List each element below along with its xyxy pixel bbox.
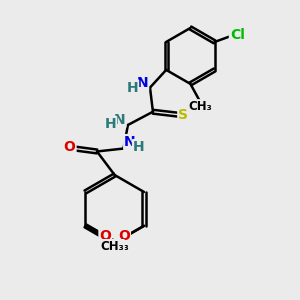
Text: N: N [124, 135, 136, 149]
Text: H: H [104, 117, 116, 131]
Text: S: S [178, 108, 188, 122]
Text: N: N [136, 76, 148, 90]
Text: O: O [64, 140, 76, 154]
Text: O: O [99, 229, 111, 243]
Text: O: O [118, 229, 130, 243]
Text: CH₃: CH₃ [189, 100, 213, 113]
Text: Cl: Cl [230, 28, 245, 42]
Text: H: H [133, 140, 145, 154]
Text: CH₃: CH₃ [100, 240, 124, 253]
Text: N: N [114, 113, 125, 127]
Text: H: H [127, 81, 138, 94]
Text: CH₃: CH₃ [106, 240, 129, 253]
